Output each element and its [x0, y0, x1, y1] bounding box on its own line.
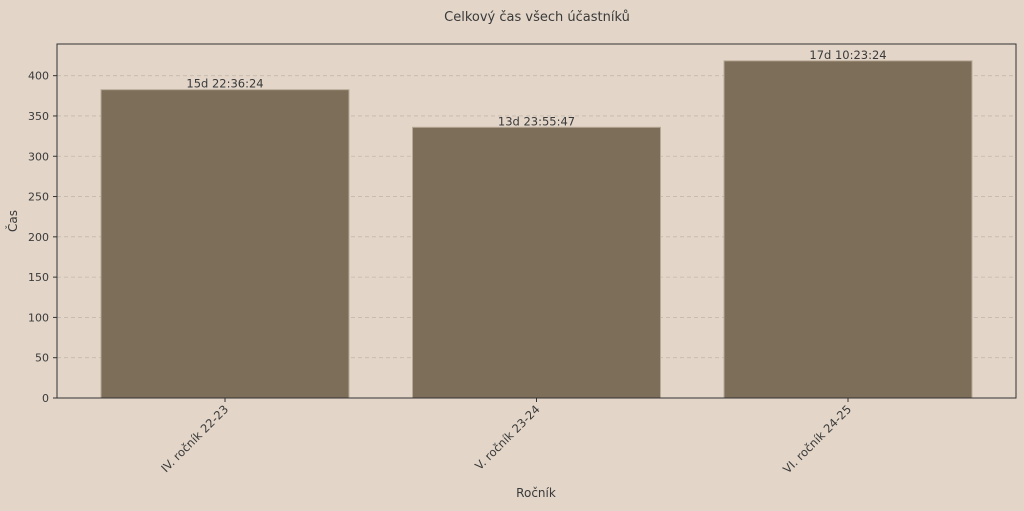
x-axis-label: Ročník: [516, 486, 556, 500]
data-label: 13d 23:55:47: [498, 114, 575, 128]
plot-frame: [56, 43, 1017, 399]
data-label: 15d 22:36:24: [186, 77, 263, 91]
bar: [723, 60, 973, 399]
y-tick-label: 50: [35, 352, 49, 365]
y-tick-label: 100: [28, 311, 49, 324]
x-tick-label: V. ročník 23-24: [472, 402, 543, 473]
x-tick-label: VI. ročník 24-25: [780, 402, 854, 476]
y-tick-label: 200: [28, 231, 49, 244]
x-tick-label: IV. ročník 22-23: [158, 402, 231, 475]
chart-title: Celkový čas všech účastníků: [444, 10, 630, 25]
data-label: 17d 10:23:24: [809, 48, 886, 62]
bar: [100, 89, 350, 399]
y-tick-label: 350: [28, 110, 49, 123]
y-tick-label: 300: [28, 150, 49, 163]
y-tick-label: 0: [42, 392, 49, 405]
y-axis-label: Čas: [5, 210, 20, 232]
y-tick-label: 150: [28, 271, 49, 284]
y-tick-label: 250: [28, 191, 49, 204]
y-tick-label: 400: [28, 70, 49, 83]
bar: [412, 126, 661, 399]
